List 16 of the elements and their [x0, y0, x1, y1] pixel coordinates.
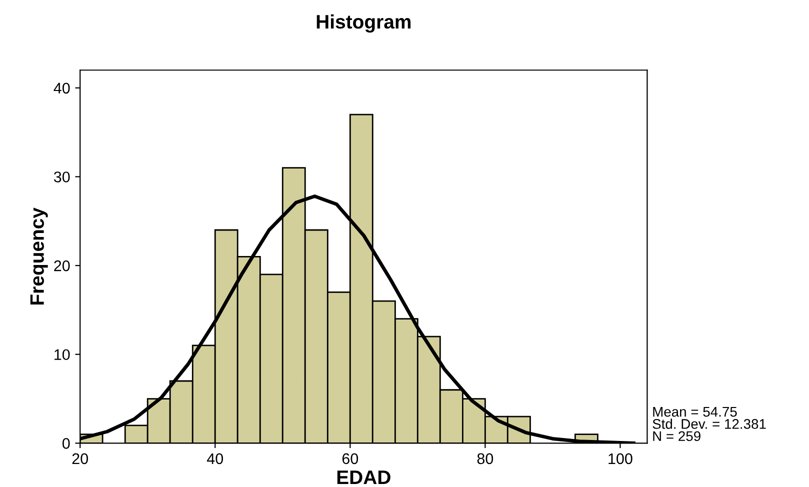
x-tick-label: 100	[608, 453, 632, 464]
text: Mean = 54.75	[653, 407, 737, 417]
x-tick-label: 80	[477, 453, 494, 464]
text: N = 259	[653, 431, 700, 442]
y-tick-label: 30	[54, 172, 70, 182]
x-tick-label: 20	[72, 453, 88, 464]
y-tick-label: 0	[62, 438, 70, 449]
chart-title: Histogram	[316, 14, 411, 33]
y-tick-label: 10	[54, 349, 70, 360]
y-axis-title: Frequency	[30, 208, 48, 305]
y-tick-label: 40	[54, 82, 70, 94]
x-tick-label: 40	[206, 453, 224, 464]
y-tick-label: 20	[54, 260, 70, 272]
text: Std. Dev. = 12.381	[652, 418, 766, 429]
x-axis-title: EDAD	[337, 470, 390, 484]
x-tick-label: 60	[342, 453, 358, 464]
